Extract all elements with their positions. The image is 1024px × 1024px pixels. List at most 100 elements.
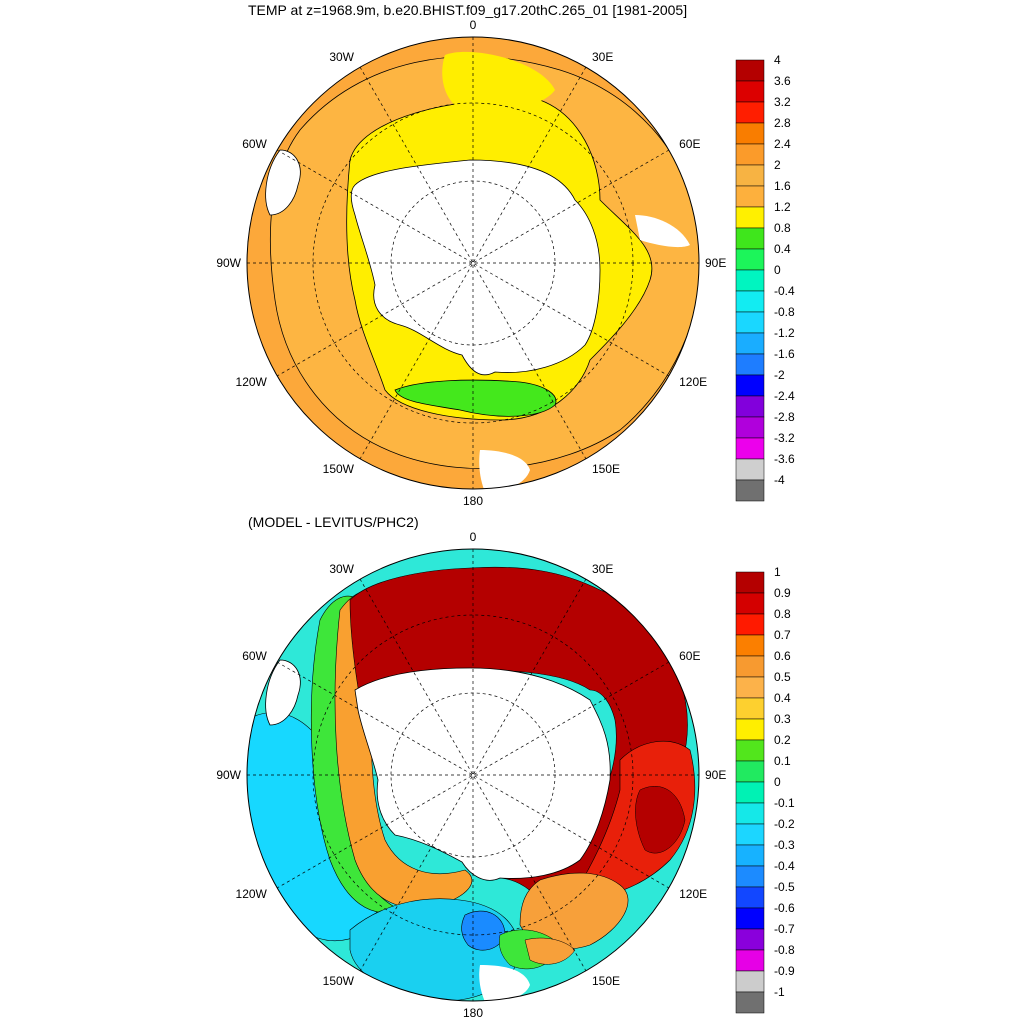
colorbar-label: 1 xyxy=(774,565,781,579)
colorbar-swatch xyxy=(735,227,765,250)
colorbar-label: -0.1 xyxy=(774,796,795,810)
colorbar-swatch xyxy=(735,613,765,636)
field-yellow-north xyxy=(442,51,555,110)
colorbar-swatch xyxy=(735,676,765,699)
colorbar-swatch xyxy=(735,928,765,951)
colorbar-label: -0.2 xyxy=(774,817,795,831)
colorbar-swatch xyxy=(735,991,765,1014)
lon-labels-bottom: 0 30E 60E 90E 120E 150E 180 150W 120W 90W 60W 30W xyxy=(216,530,726,1020)
colorbar-swatch xyxy=(735,739,765,762)
colorbar-label: 0.4 xyxy=(774,242,791,256)
colorbar-swatch xyxy=(735,185,765,208)
map-border-bottom xyxy=(246,548,700,1002)
colorbar-swatch xyxy=(735,781,765,804)
colorbar-label: 0.1 xyxy=(774,754,791,768)
colorbar-label: 3.2 xyxy=(774,95,791,109)
colorbar-label: -3.2 xyxy=(774,431,795,445)
colorbar-label: 3.6 xyxy=(774,74,791,88)
colorbar-swatch xyxy=(735,374,765,397)
lon-label: 90W xyxy=(216,256,241,270)
colorbar-swatch xyxy=(735,332,765,355)
lon-label: 30W xyxy=(329,50,354,64)
colorbar-swatch xyxy=(735,479,765,502)
colorbar-label: -0.3 xyxy=(774,838,795,852)
colorbar-label: -0.6 xyxy=(774,901,795,915)
lon-label: 60E xyxy=(679,649,700,663)
colorbar-label: -0.5 xyxy=(774,880,795,894)
new-zealand-bottom xyxy=(479,965,530,1001)
colorbar-label: 0.8 xyxy=(774,607,791,621)
lon-label: 180 xyxy=(463,494,483,508)
colorbar-label: -1.2 xyxy=(774,326,795,340)
lon-label: 60E xyxy=(679,137,700,151)
new-zealand-top xyxy=(479,450,530,489)
lon-label: 120E xyxy=(679,887,707,901)
south-america-bottom xyxy=(265,659,301,726)
colorbar-label: -0.7 xyxy=(774,922,795,936)
colorbar-swatch xyxy=(735,886,765,909)
colorbar-top: 4 3.6 3.2 2.8 2.4 2 1.6 1.2 0.8 0.4 0 -0.4 -0.8 -1.2 -… xyxy=(735,53,795,502)
colorbar-label: -4 xyxy=(774,473,785,487)
colorbar-swatch xyxy=(735,634,765,657)
colorbar-swatch xyxy=(735,269,765,292)
field-darkred-east xyxy=(635,786,686,854)
chart-title-bottom: (MODEL - LEVITUS/PHC2) xyxy=(248,514,419,530)
colorbar-label: 0.6 xyxy=(774,649,791,663)
lon-label: 30W xyxy=(329,562,354,576)
lon-labels-top: 0 30E 60E 90E 120E 150E 180 150W 120W 90W 60W 30W xyxy=(216,18,726,508)
lon-label: 150W xyxy=(323,974,355,988)
colorbar-label: -2.8 xyxy=(774,410,795,424)
colorbar-label: 0.9 xyxy=(774,586,791,600)
colorbar-swatch xyxy=(735,206,765,229)
map-top xyxy=(246,36,700,490)
colorbar-swatch xyxy=(735,844,765,867)
colorbar-label: 2.8 xyxy=(774,116,791,130)
colorbar-label: 0.8 xyxy=(774,221,791,235)
colorbar-swatch xyxy=(735,290,765,313)
colorbar-label: 1.6 xyxy=(774,179,791,193)
graticule-top xyxy=(247,37,699,489)
colorbar-swatch xyxy=(735,416,765,439)
colorbar-label: 0.4 xyxy=(774,691,791,705)
colorbar-swatch xyxy=(735,101,765,124)
colorbar-label: 0.7 xyxy=(774,628,791,642)
south-america-top xyxy=(265,149,301,216)
lon-label: 60W xyxy=(242,137,267,151)
field-orange-south xyxy=(524,937,576,965)
colorbar-label: 2.4 xyxy=(774,137,791,151)
lon-label: 30E xyxy=(592,50,613,64)
colorbar-swatch xyxy=(735,907,765,930)
graticule-bottom xyxy=(247,549,699,1001)
colorbar-swatch xyxy=(735,164,765,187)
antarctica-top xyxy=(350,159,601,376)
colorbar-swatch xyxy=(735,865,765,888)
colorbar-label: 2 xyxy=(774,158,781,172)
lon-label: 90E xyxy=(705,256,726,270)
lon-label: 90W xyxy=(216,768,241,782)
colorbar-swatch xyxy=(735,59,765,82)
lon-label: 0 xyxy=(470,530,477,544)
colorbar-label: 4 xyxy=(774,53,781,67)
colorbar-swatch xyxy=(735,248,765,271)
colorbar-swatch xyxy=(735,122,765,145)
colorbar-swatch xyxy=(735,80,765,103)
colorbar-label: -0.4 xyxy=(774,859,795,873)
colorbar-swatch xyxy=(735,571,765,594)
colorbar-label: 1.2 xyxy=(774,200,791,214)
lon-label: 150W xyxy=(323,462,355,476)
colorbar-label: 0.3 xyxy=(774,712,791,726)
colorbar-label: -0.8 xyxy=(774,305,795,319)
colorbar-label: -0.4 xyxy=(774,284,795,298)
colorbar-swatch xyxy=(735,143,765,166)
chart-title-top: TEMP at z=1968.9m, b.e20.BHIST.f09_g17.2… xyxy=(248,2,688,18)
lon-label: 60W xyxy=(242,649,267,663)
colorbar-swatch xyxy=(735,697,765,720)
kerguelen-gap-top xyxy=(635,215,690,248)
field-blue-gyre xyxy=(461,910,506,951)
lon-label: 120W xyxy=(236,375,268,389)
lon-label: 30E xyxy=(592,562,613,576)
colorbar-label: -1.6 xyxy=(774,347,795,361)
colorbar-swatch xyxy=(735,311,765,334)
map-border-top xyxy=(246,36,700,490)
